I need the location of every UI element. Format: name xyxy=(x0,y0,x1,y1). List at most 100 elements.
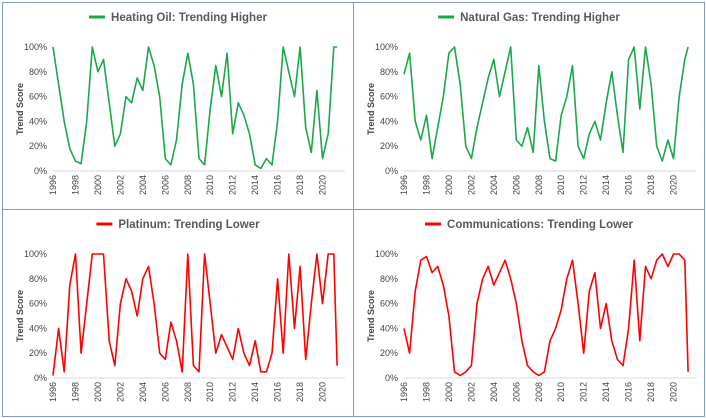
series-line xyxy=(52,253,338,376)
chart-svg: Natural Gas: Trending Higher Trend Score 0… xyxy=(366,12,696,195)
x-tick-label: 2008 xyxy=(534,382,544,402)
y-tick-label: 20% xyxy=(380,348,398,358)
y-tick-label: 40% xyxy=(29,323,47,333)
chart-svg: Platinum: Trending Lower Trend Score 0% 20%… xyxy=(15,219,345,402)
y-tick-label: 20% xyxy=(29,348,47,358)
x-tick-label: 2004 xyxy=(138,175,148,195)
series-line xyxy=(52,46,338,170)
x-tick-label: 2012 xyxy=(228,175,238,195)
x-tick-label: 2012 xyxy=(579,382,589,402)
x-tick-label: 2016 xyxy=(624,175,634,195)
platinum-chart-panel: Platinum: Trending Lower Trend Score 0% 20%… xyxy=(2,209,354,417)
x-tick-label: 1996 xyxy=(399,382,409,402)
y-axis-label: Trend Score xyxy=(366,83,376,135)
y-tick-label: 40% xyxy=(380,323,398,333)
y-tick-label: 20% xyxy=(380,141,398,151)
x-tick-label: 2008 xyxy=(183,382,193,402)
x-tick-label: 2010 xyxy=(205,382,215,402)
x-tick-label: 2002 xyxy=(466,382,476,402)
y-tick-label: 0% xyxy=(385,166,398,176)
x-tick-label: 2012 xyxy=(579,175,589,195)
y-axis-label: Trend Score xyxy=(366,290,376,342)
x-tick-label: 1998 xyxy=(421,175,431,195)
x-tick-label: 2012 xyxy=(228,382,238,402)
x-tick-label: 2002 xyxy=(466,175,476,195)
y-tick-label: 20% xyxy=(29,141,47,151)
x-tick-label: 2020 xyxy=(318,175,328,195)
communications-chart-panel: Communications: Trending Lower Trend Scor… xyxy=(353,209,705,417)
x-tick-label: 1996 xyxy=(48,382,58,402)
heating-oil-chart-panel: Heating Oil: Trending Higher Trend Score 0… xyxy=(2,2,354,210)
x-tick-label: 2006 xyxy=(511,382,521,402)
y-tick-label: 40% xyxy=(29,116,47,126)
x-tick-label: 2004 xyxy=(489,175,499,195)
chart-title-group: Heating Oil: Trending Higher xyxy=(89,12,267,24)
x-tick-label: 2018 xyxy=(646,382,656,402)
x-tick-label: 2000 xyxy=(93,175,103,195)
y-tick-label: 60% xyxy=(29,299,47,309)
x-tick-label: 2006 xyxy=(160,382,170,402)
y-tick-label: 0% xyxy=(34,166,47,176)
series-line xyxy=(403,46,689,162)
y-tick-label: 100% xyxy=(24,42,47,52)
chart-title-group: Natural Gas: Trending Higher xyxy=(438,12,620,24)
x-tick-label: 2000 xyxy=(93,382,103,402)
x-tick-label: 2020 xyxy=(318,382,328,402)
y-tick-label: 100% xyxy=(24,249,47,259)
y-tick-label: 40% xyxy=(380,116,398,126)
x-tick-label: 1996 xyxy=(399,175,409,195)
x-tick-label: 2002 xyxy=(115,382,125,402)
x-tick-label: 2000 xyxy=(444,175,454,195)
x-tick-label: 2006 xyxy=(160,175,170,195)
y-tick-label: 60% xyxy=(29,92,47,102)
x-tick-label: 1996 xyxy=(48,175,58,195)
x-tick-label: 1998 xyxy=(70,175,80,195)
x-tick-label: 2016 xyxy=(273,382,283,402)
y-tick-label: 0% xyxy=(34,373,47,383)
y-tick-label: 80% xyxy=(380,274,398,284)
x-tick-label: 2014 xyxy=(601,382,611,402)
x-tick-label: 2014 xyxy=(250,175,260,195)
y-tick-label: 60% xyxy=(380,92,398,102)
x-tick-label: 2004 xyxy=(138,382,148,402)
y-axis-label: Trend Score xyxy=(15,83,25,135)
x-tick-label: 2010 xyxy=(556,175,566,195)
y-tick-label: 100% xyxy=(375,249,398,259)
x-tick-label: 2002 xyxy=(115,175,125,195)
x-tick-label: 2014 xyxy=(250,382,260,402)
chart-svg: Heating Oil: Trending Higher Trend Score 0… xyxy=(15,12,345,195)
x-tick-label: 2010 xyxy=(556,382,566,402)
y-tick-label: 100% xyxy=(375,42,398,52)
chart-title: Communications: Trending Lower xyxy=(447,219,633,231)
x-tick-label: 2010 xyxy=(205,175,215,195)
y-tick-label: 0% xyxy=(385,373,398,383)
x-tick-label: 2004 xyxy=(489,382,499,402)
x-tick-label: 2000 xyxy=(444,382,454,402)
chart-title-group: Platinum: Trending Lower xyxy=(96,219,260,231)
x-tick-label: 2006 xyxy=(511,175,521,195)
x-tick-label: 2020 xyxy=(669,175,679,195)
chart-title: Platinum: Trending Lower xyxy=(118,219,260,231)
chart-title: Natural Gas: Trending Higher xyxy=(460,12,620,24)
series-line xyxy=(403,253,689,377)
x-tick-label: 2016 xyxy=(273,175,283,195)
natural-gas-chart-panel: Natural Gas: Trending Higher Trend Score 0… xyxy=(353,2,705,210)
chart-title-group: Communications: Trending Lower xyxy=(425,219,633,231)
y-tick-label: 80% xyxy=(29,67,47,77)
x-tick-label: 2018 xyxy=(295,175,305,195)
chart-title: Heating Oil: Trending Higher xyxy=(111,12,267,24)
x-tick-label: 2020 xyxy=(669,382,679,402)
chart-svg: Communications: Trending Lower Trend Scor… xyxy=(366,219,696,402)
x-tick-label: 2008 xyxy=(183,175,193,195)
y-tick-label: 80% xyxy=(380,67,398,77)
y-tick-label: 80% xyxy=(29,274,47,284)
x-tick-label: 1998 xyxy=(421,382,431,402)
x-tick-label: 2016 xyxy=(624,382,634,402)
y-axis-label: Trend Score xyxy=(15,290,25,342)
x-tick-label: 2018 xyxy=(295,382,305,402)
x-tick-label: 1998 xyxy=(70,382,80,402)
x-tick-label: 2014 xyxy=(601,175,611,195)
x-tick-label: 2008 xyxy=(534,175,544,195)
y-tick-label: 60% xyxy=(380,299,398,309)
